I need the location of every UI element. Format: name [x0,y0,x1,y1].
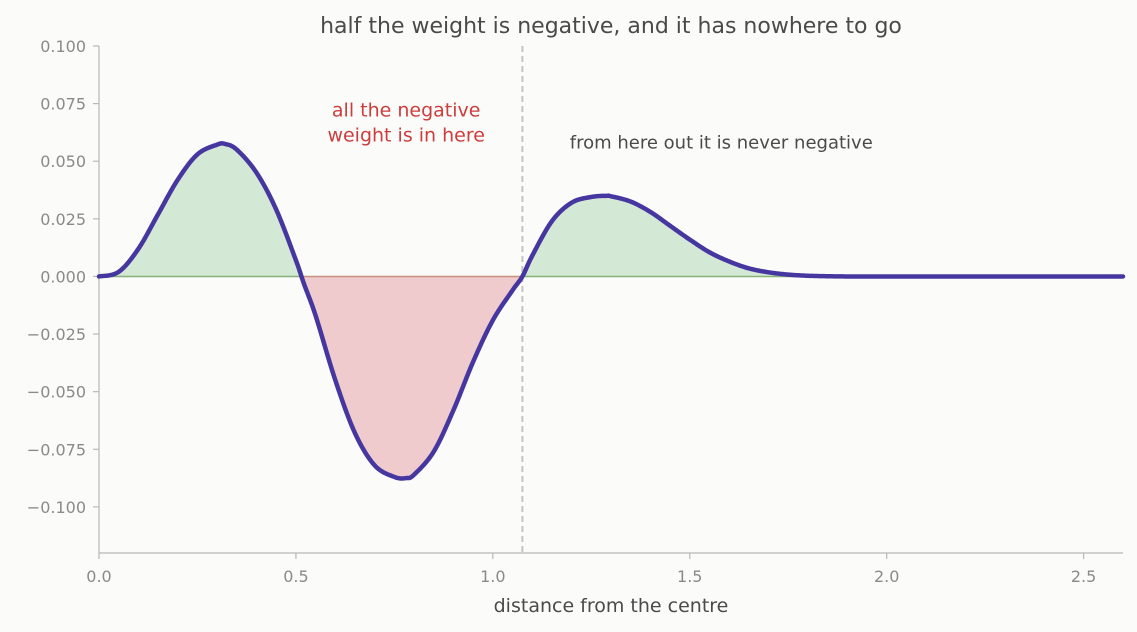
negative-area-fill [99,276,1123,479]
y-tick-label: −0.050 [27,383,86,402]
y-tick-label: 0.050 [40,152,86,171]
y-tick-label: −0.075 [27,440,86,459]
annotation-never-negative: from here out it is never negative [570,133,873,154]
series-line [96,141,1126,481]
x-tick-label: 2.5 [1071,567,1096,586]
y-tick-label: 0.100 [40,37,86,56]
y-tick-label: 0.000 [40,267,86,286]
x-axis-label: distance from the centre [494,595,729,617]
y-tick-label: −0.025 [27,325,86,344]
y-tick-label: 0.075 [40,95,86,114]
x-tick-label: 2.0 [874,567,899,586]
chart-title: half the weight is negative, and it has … [320,14,902,39]
annotation-negative-line1: all the negative [332,99,481,121]
y-tick-label: 0.025 [40,210,86,229]
x-tick-label: 1.0 [480,567,505,586]
annotation-negative-line2: weight is in here [327,124,485,146]
x-tick-label: 0.5 [283,567,308,586]
y-tick-label: −0.100 [27,498,86,517]
x-tick-label: 0.0 [86,567,111,586]
x-tick-label: 1.5 [677,567,702,586]
positive-area-fill [99,143,1123,277]
